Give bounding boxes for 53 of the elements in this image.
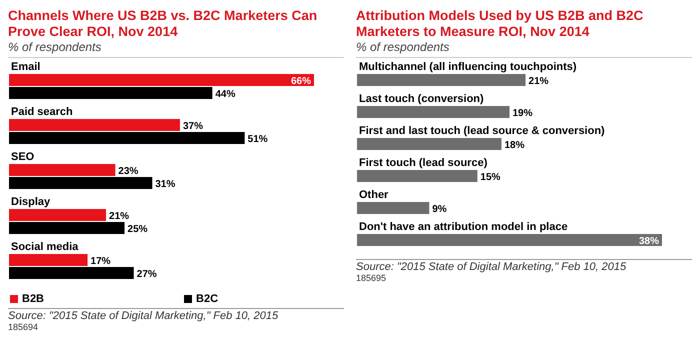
data-label: 66% xyxy=(290,76,312,87)
data-label: 9% xyxy=(432,204,447,215)
data-label: 18% xyxy=(504,140,525,151)
bar xyxy=(357,74,526,86)
chart-title: Attribution Models Used by US B2B and B2C Marketers to Measure ROI, Nov 2014 xyxy=(356,8,644,40)
data-label: 27% xyxy=(136,269,157,280)
y-tick-label: First and last touch (lead source & conversion) xyxy=(359,125,606,137)
data-label: 31% xyxy=(155,179,176,190)
bar xyxy=(9,132,245,144)
bar xyxy=(9,87,212,99)
data-label: 19% xyxy=(512,108,533,119)
data-label: 21% xyxy=(528,76,549,87)
y-tick-label: SEO xyxy=(11,151,35,163)
bar xyxy=(9,267,134,279)
y-tick-label: Display xyxy=(11,196,52,208)
data-label: 17% xyxy=(90,256,111,267)
data-label: 25% xyxy=(128,224,148,235)
bar xyxy=(357,170,478,182)
y-tick-label: Social media xyxy=(11,241,80,253)
source-note: Source: "2015 State of Digital Marketing," Feb 10, 2015 xyxy=(8,308,344,322)
bar xyxy=(9,177,152,189)
y-tick-label: Paid search xyxy=(11,106,74,118)
bar xyxy=(357,202,430,214)
y-tick-label: Other xyxy=(359,189,390,201)
y-tick-label: Last touch (conversion) xyxy=(359,93,484,105)
data-label: 37% xyxy=(182,121,204,132)
text: 185694 xyxy=(8,322,40,332)
bar xyxy=(357,106,510,118)
data-label: 21% xyxy=(109,211,130,222)
chart-subtitle: % of respondents xyxy=(8,40,344,58)
y-tick-label: Multichannel (all influencing touchpoints) xyxy=(359,61,577,73)
data-label: 38% xyxy=(638,236,660,247)
chart-title: Channels Where US B2B vs. B2C Marketers Can Prove Clear ROI, Nov 2014 xyxy=(8,8,318,40)
bar xyxy=(9,222,125,234)
bar xyxy=(9,254,88,266)
data-label: 51% xyxy=(248,134,268,145)
text: 185695 xyxy=(356,273,388,283)
legend-label: B2B xyxy=(22,293,44,305)
bar xyxy=(9,119,180,131)
chart-subtitle: % of respondents xyxy=(356,40,692,58)
y-tick-label: First touch (lead source) xyxy=(359,157,488,169)
bar xyxy=(357,234,662,246)
y-tick-label: Don't have an attribution model in place xyxy=(359,221,568,233)
bar xyxy=(9,164,116,176)
data-label: 15% xyxy=(480,172,501,183)
bar xyxy=(9,74,314,86)
bar xyxy=(9,209,106,221)
y-tick-label: Email xyxy=(11,61,40,73)
data-label: 23% xyxy=(118,166,138,177)
source-note: Source: "2015 State of Digital Marketing," Feb 10, 2015 xyxy=(356,259,692,273)
data-label: 44% xyxy=(215,89,236,100)
legend-label: B2C xyxy=(196,293,218,305)
bar xyxy=(357,138,502,150)
